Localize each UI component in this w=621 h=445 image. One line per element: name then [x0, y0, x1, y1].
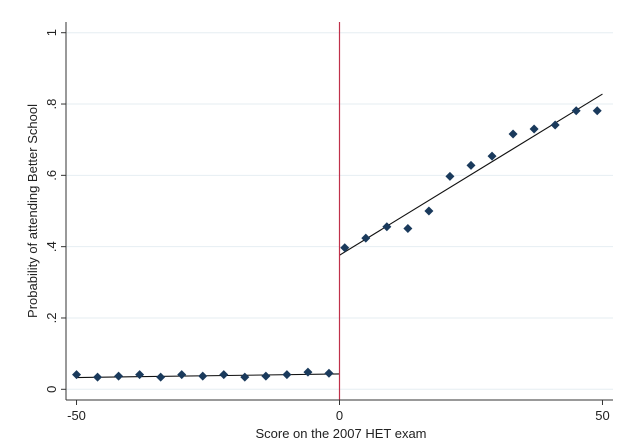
data-point-21 — [508, 129, 518, 139]
data-point-8 — [240, 372, 250, 382]
data-point-18 — [445, 171, 455, 181]
data-point-4 — [156, 372, 166, 382]
data-point-10 — [282, 370, 292, 380]
x-ticks: -50 0 50 — [67, 400, 610, 423]
data-point-13 — [340, 243, 350, 253]
data-point-11 — [303, 367, 313, 377]
data-point-14 — [361, 233, 371, 243]
data-point-2 — [114, 371, 124, 381]
x-tick-label-1: 0 — [336, 408, 343, 423]
y-tick-label-2: .4 — [44, 241, 59, 252]
data-point-12 — [324, 368, 334, 378]
data-point-9 — [261, 371, 271, 381]
data-point-7 — [219, 370, 229, 380]
x-axis-title: Score on the 2007 HET exam — [255, 426, 426, 441]
data-point-3 — [135, 370, 145, 380]
data-point-16 — [403, 223, 413, 233]
y-tick-label-4: .8 — [44, 99, 59, 110]
data-point-5 — [177, 370, 187, 380]
x-tick-label-0: -50 — [67, 408, 86, 423]
x-tick-label-2: 50 — [595, 408, 609, 423]
data-point-6 — [198, 371, 208, 381]
data-point-1 — [93, 372, 103, 382]
data-point-15 — [382, 222, 392, 232]
data-point-20 — [487, 151, 497, 161]
data-point-23 — [550, 120, 560, 130]
data-point-17 — [424, 206, 434, 216]
data-point-22 — [529, 124, 539, 134]
data-points — [72, 106, 602, 382]
y-tick-label-1: .2 — [44, 313, 59, 324]
y-tick-label-5: 1 — [44, 29, 59, 36]
y-tick-label-3: .6 — [44, 170, 59, 181]
y-tick-label-0: 0 — [44, 386, 59, 393]
data-point-19 — [466, 160, 476, 170]
data-point-25 — [592, 106, 602, 116]
y-ticks: 0 .2 .4 .6 .8 1 — [44, 29, 66, 393]
data-point-24 — [571, 106, 581, 116]
y-axis-title: Probability of attending Better School — [25, 104, 40, 318]
data-point-0 — [72, 370, 82, 380]
fit-line-1 — [339, 93, 603, 256]
